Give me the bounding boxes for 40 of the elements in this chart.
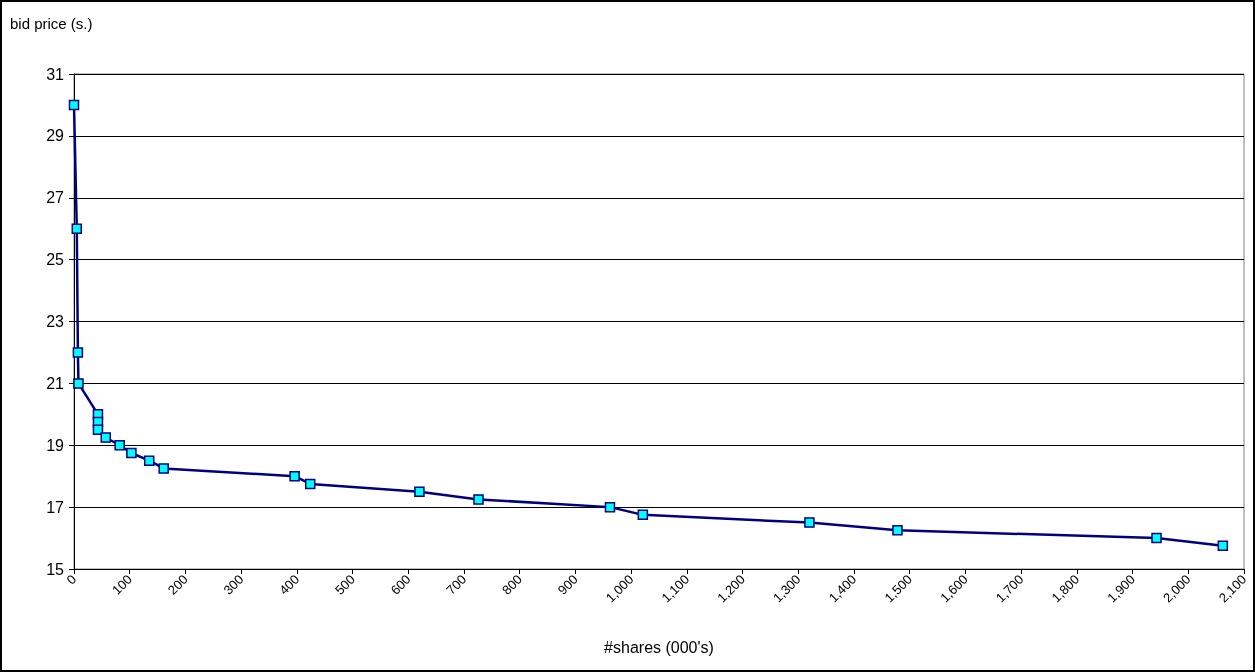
point [289, 470, 300, 482]
x-tick-label: 300 [220, 571, 247, 598]
x-tick-label: 500 [331, 571, 358, 598]
x-tick-label: 400 [276, 571, 303, 598]
y-tick-label: 29 [46, 127, 65, 145]
x-tick-label: 700 [443, 571, 470, 598]
x-tick-label: 900 [554, 571, 581, 598]
point [73, 378, 84, 389]
y-tick-label: 27 [46, 189, 65, 207]
y-tick-label: 31 [46, 65, 65, 83]
point [71, 223, 83, 234]
x-tick-label: 600 [387, 571, 414, 598]
point [114, 440, 125, 451]
point [804, 517, 815, 528]
y-tick-label: 19 [46, 436, 65, 454]
y-tick-label: 23 [46, 313, 65, 330]
point [637, 509, 649, 521]
point [604, 501, 616, 513]
point [126, 447, 137, 459]
x-tick-label: 0 [63, 571, 80, 588]
y-axis-title: bid price (s.) [10, 15, 93, 32]
y-tick-label: 21 [46, 374, 65, 392]
x-tick-label: 200 [164, 571, 191, 598]
point [68, 99, 80, 111]
point [414, 486, 425, 497]
x-tick-label: 100 [109, 571, 136, 598]
y-tick-label: 15 [46, 560, 65, 578]
point [473, 494, 484, 505]
point [158, 463, 169, 474]
y-tick-label: 25 [46, 251, 65, 269]
point [72, 347, 84, 358]
x-tick-label: 800 [499, 571, 526, 598]
y-tick-label: 17 [46, 498, 65, 516]
point [100, 432, 112, 443]
point [1151, 532, 1162, 544]
point [304, 478, 316, 490]
x-axis-title: #shares (000's) [604, 638, 714, 656]
point [143, 455, 155, 466]
point [892, 525, 903, 536]
point [1217, 540, 1229, 552]
